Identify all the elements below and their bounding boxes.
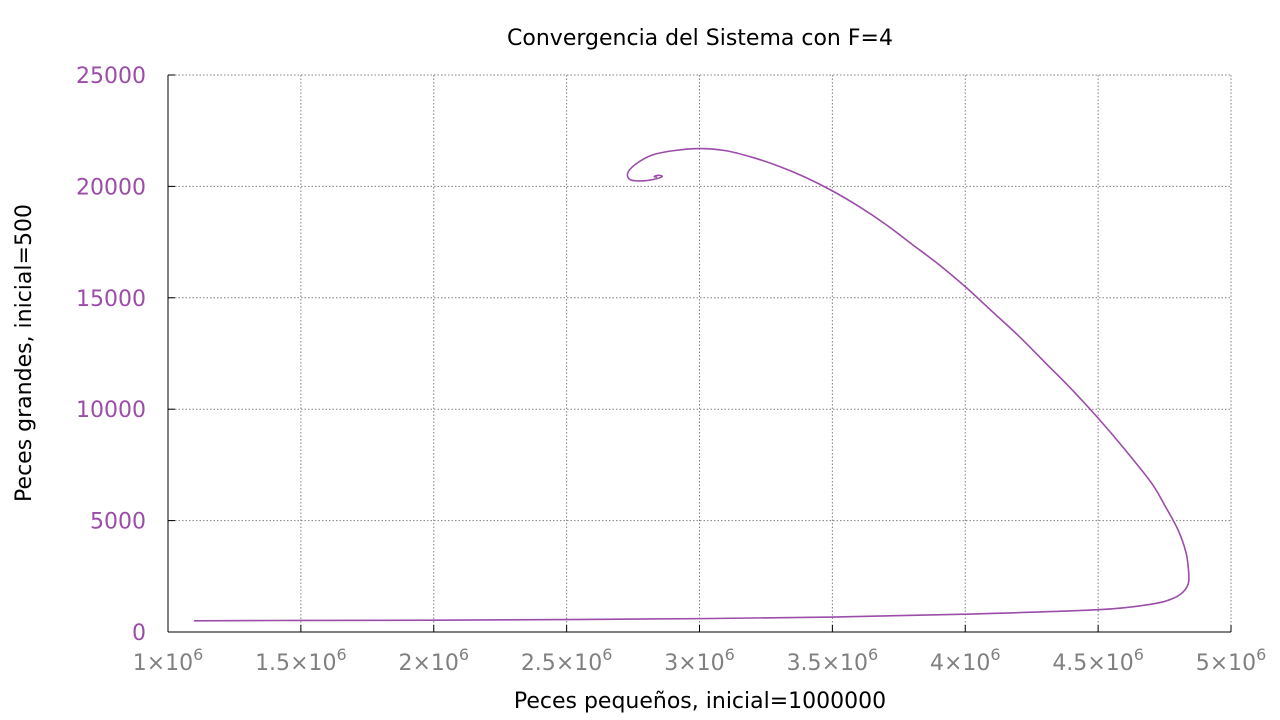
x-tick-label: 1×106 — [133, 645, 204, 676]
x-tick-exponent: 6 — [868, 645, 878, 664]
y-tick-label: 10000 — [76, 398, 146, 423]
y-tick-label: 20000 — [76, 175, 146, 200]
x-tick-exponent: 6 — [459, 645, 469, 664]
x-tick-mantissa: 4.5 — [1052, 651, 1087, 676]
x-tick-mantissa: 3 — [664, 651, 678, 676]
x-tick-label: 3×106 — [664, 645, 735, 676]
x-tick-exponent: 6 — [602, 645, 612, 664]
x-ticks: 1×106 1.5×106 2×106 2.5×106 3×106 3.5×106 4×10… — [133, 625, 1267, 676]
x-axis-label: Peces pequeños, inicial=1000000 — [514, 689, 886, 714]
x-tick-exponent: 6 — [193, 645, 203, 664]
x-tick-label: 2.5×106 — [521, 645, 613, 676]
x-tick-label: 3.5×106 — [787, 645, 879, 676]
x-tick-exponent: 6 — [725, 645, 735, 664]
grid — [167, 74, 1232, 633]
x-tick-exponent: 6 — [1256, 645, 1266, 664]
y-axis-label: Peces grandes, inicial=500 — [12, 204, 37, 502]
x-tick-mantissa: 5 — [1196, 651, 1210, 676]
x-tick-mantissa: 1.5 — [255, 651, 290, 676]
series-layer — [193, 147, 1190, 622]
y-tick-label: 5000 — [90, 510, 146, 535]
x-tick-exponent: 6 — [337, 645, 347, 664]
x-tick-mantissa: 4 — [930, 651, 944, 676]
x-tick-label: 1.5×106 — [255, 645, 347, 676]
y-tick-label: 0 — [132, 621, 146, 646]
x-tick-label: 4.5×106 — [1052, 645, 1144, 676]
x-tick-label: 2×106 — [398, 645, 469, 676]
x-tick-mantissa: 2.5 — [521, 651, 556, 676]
y-tick-label: 25000 — [76, 64, 146, 89]
x-tick-label: 4×106 — [930, 645, 1001, 676]
y-tick-label: 15000 — [76, 287, 146, 312]
chart-title: Convergencia del Sistema con F=4 — [507, 26, 893, 51]
x-tick-label: 5×106 — [1196, 645, 1267, 676]
x-tick-exponent: 6 — [990, 645, 1000, 664]
x-tick-mantissa: 1 — [133, 651, 147, 676]
x-tick-mantissa: 3.5 — [787, 651, 822, 676]
x-tick-mantissa: 2 — [398, 651, 412, 676]
y-ticks: 0 5000 10000 15000 20000 25000 — [76, 64, 175, 646]
series-line — [193, 147, 1190, 622]
x-tick-exponent: 6 — [1134, 645, 1144, 664]
